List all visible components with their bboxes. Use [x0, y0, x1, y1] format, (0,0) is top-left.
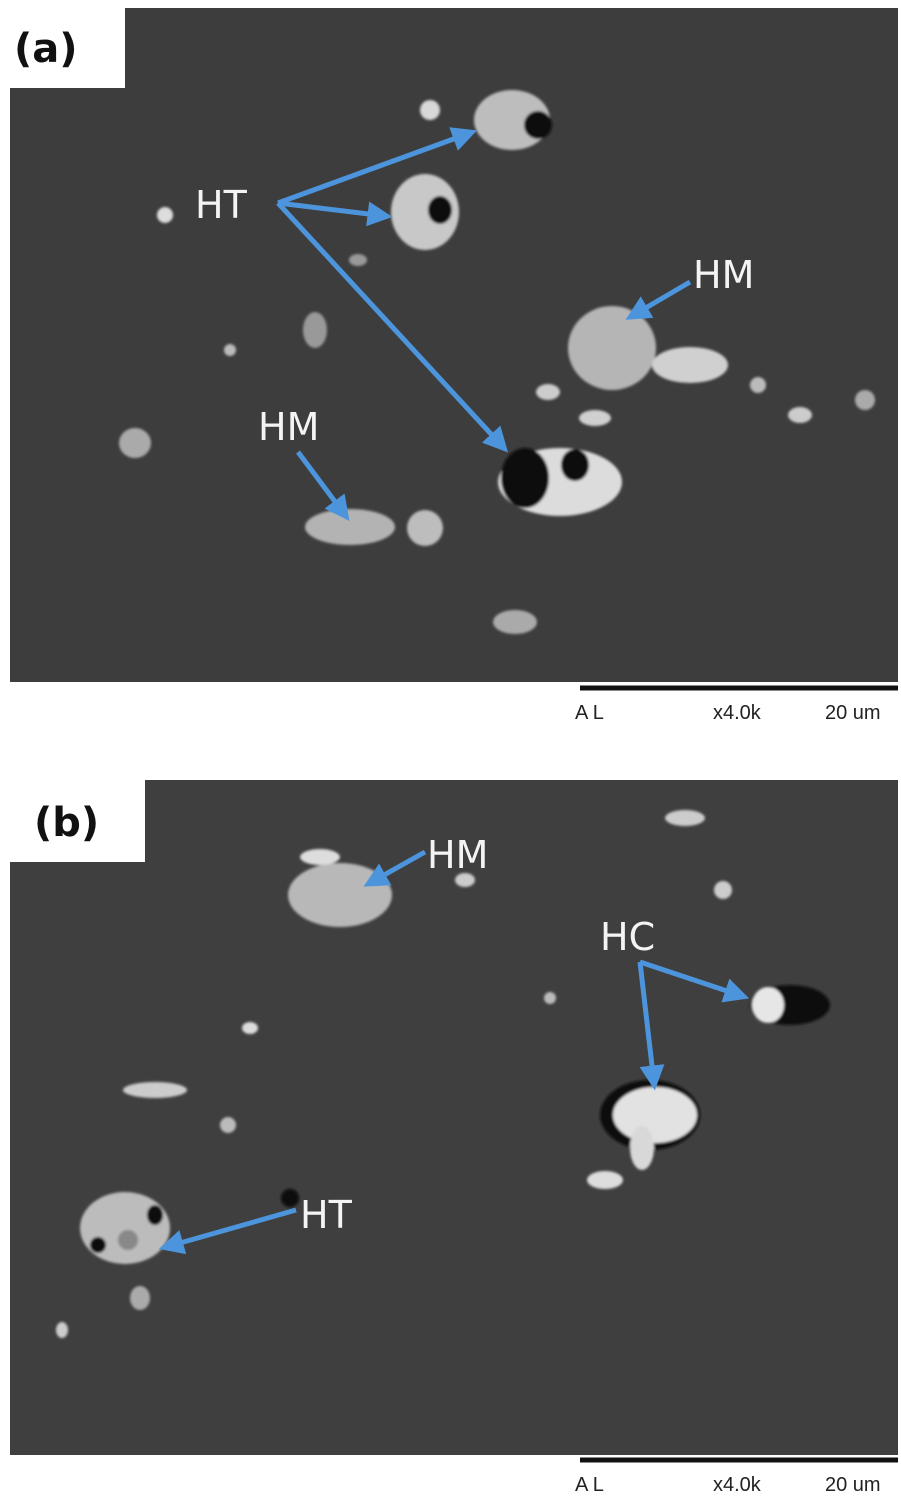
annotation: HM	[693, 253, 754, 297]
annotation: HM	[258, 405, 319, 449]
scale-length: 20 um	[825, 1474, 881, 1496]
figure: (a) HT HM HM A L x4.0k 20 um	[0, 0, 901, 1498]
magnification: x4.0k	[713, 1474, 762, 1496]
panel-label: (b)	[34, 800, 99, 846]
annotation: HM	[427, 833, 488, 877]
annotation: HC	[600, 915, 655, 959]
scale-length: 20 um	[825, 702, 881, 724]
panel-a: (a) HT HM HM A L x4.0k 20 um	[10, 8, 898, 724]
panel-label: (a)	[14, 26, 78, 72]
panel-b: (b) HM HC HT A L x4.0k 20 um	[10, 780, 898, 1496]
annotation: HT	[195, 183, 248, 227]
sem-image	[10, 780, 898, 1455]
annotation: HT	[300, 1193, 353, 1237]
sem-image	[10, 8, 898, 682]
detector: A L	[575, 1474, 604, 1496]
magnification: x4.0k	[713, 702, 762, 724]
detector: A L	[575, 702, 604, 724]
